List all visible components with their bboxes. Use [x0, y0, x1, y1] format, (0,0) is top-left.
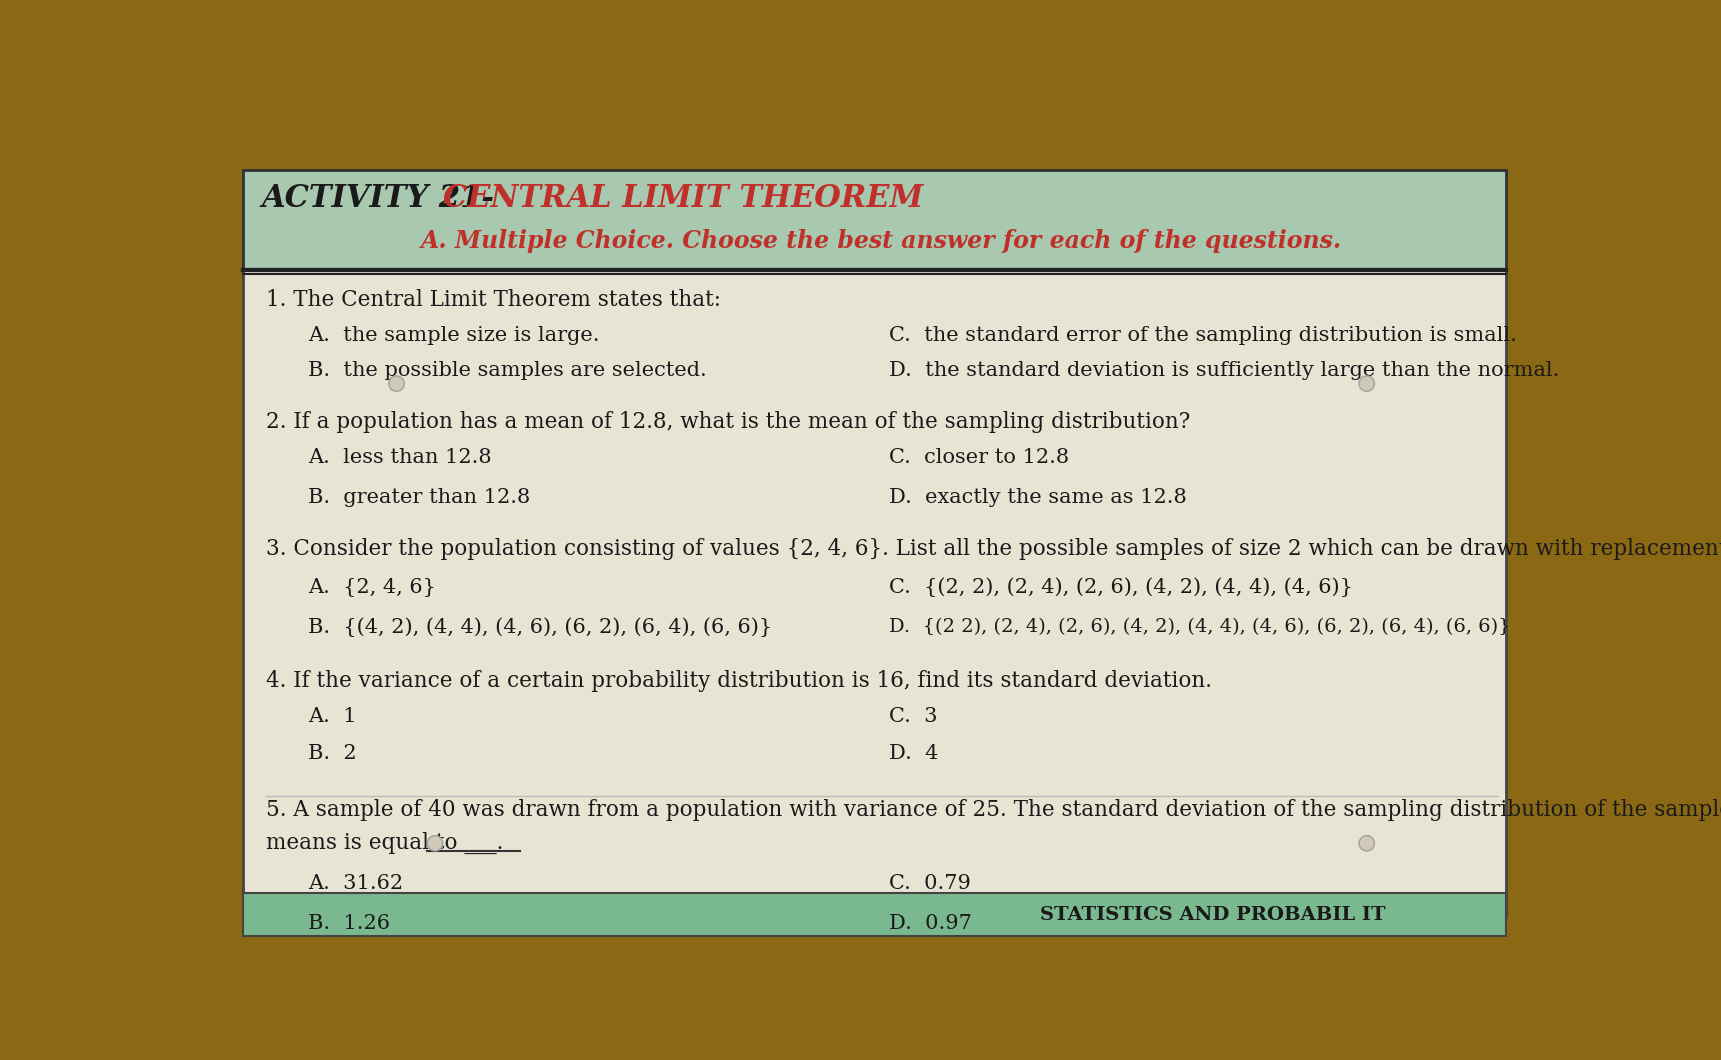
Text: B.  greater than 12.8: B. greater than 12.8 [308, 488, 530, 507]
Text: ACTIVITY 21-: ACTIVITY 21- [262, 183, 506, 214]
Text: D.  exactly the same as 12.8: D. exactly the same as 12.8 [890, 488, 1187, 507]
Text: C.  {(2, 2), (2, 4), (2, 6), (4, 2), (4, 4), (4, 6)}: C. {(2, 2), (2, 4), (2, 6), (4, 2), (4, … [890, 578, 1353, 598]
Text: C.  closer to 12.8: C. closer to 12.8 [890, 447, 1069, 466]
Text: C.  the standard error of the sampling distribution is small.: C. the standard error of the sampling di… [890, 325, 1518, 345]
Circle shape [389, 376, 404, 391]
Text: B.  the possible samples are selected.: B. the possible samples are selected. [308, 360, 707, 379]
Text: A.  less than 12.8: A. less than 12.8 [308, 447, 492, 466]
Text: 1. The Central Limit Theorem states that:: 1. The Central Limit Theorem states that… [265, 289, 721, 311]
Text: B.  2: B. 2 [308, 744, 356, 763]
Text: A. Multiple Choice. Choose the best answer for each of the questions.: A. Multiple Choice. Choose the best answ… [422, 229, 1342, 253]
Text: C.  3: C. 3 [890, 707, 938, 726]
Text: A.  31.62: A. 31.62 [308, 874, 403, 894]
Text: C.  0.79: C. 0.79 [890, 874, 971, 894]
Text: D.  0.97: D. 0.97 [890, 914, 972, 933]
Text: 4. If the variance of a certain probability distribution is 16, find its standar: 4. If the variance of a certain probabil… [265, 670, 1212, 692]
Bar [243, 170, 1506, 269]
Text: A.  {2, 4, 6}: A. {2, 4, 6} [308, 578, 435, 597]
Text: D.  the standard deviation is sufficiently large than the normal.: D. the standard deviation is sufficientl… [890, 360, 1559, 379]
Text: 3. Consider the population consisting of values {2, 4, 6}. List all the possible: 3. Consider the population consisting of… [265, 537, 1721, 560]
Circle shape [1360, 376, 1375, 391]
Text: STATISTICS AND PROBABIL IT: STATISTICS AND PROBABIL IT [1041, 906, 1385, 924]
Text: D.  {(2 2), (2, 4), (2, 6), (4, 2), (4, 4), (4, 6), (6, 2), (6, 4), (6, 6)}: D. {(2 2), (2, 4), (2, 6), (4, 2), (4, 4… [890, 618, 1511, 636]
Text: B.  1.26: B. 1.26 [308, 914, 391, 933]
Circle shape [427, 835, 442, 851]
Text: A.  the sample size is large.: A. the sample size is large. [308, 325, 599, 345]
Circle shape [1360, 835, 1375, 851]
Text: 2. If a population has a mean of 12.8, what is the mean of the sampling distribu: 2. If a population has a mean of 12.8, w… [265, 410, 1189, 432]
Text: CENTRAL LIMIT THEOREM: CENTRAL LIMIT THEOREM [442, 183, 922, 214]
Text: A.  1: A. 1 [308, 707, 356, 726]
Text: means is equal to ___.: means is equal to ___. [265, 832, 503, 854]
Bar [243, 894, 1506, 936]
Text: D.  4: D. 4 [890, 744, 938, 763]
Text: B.  {(4, 2), (4, 4), (4, 6), (6, 2), (6, 4), (6, 6)}: B. {(4, 2), (4, 4), (4, 6), (6, 2), (6, … [308, 618, 773, 637]
Text: 5. A sample of 40 was drawn from a population with variance of 25. The standard : 5. A sample of 40 was drawn from a popul… [265, 799, 1721, 822]
